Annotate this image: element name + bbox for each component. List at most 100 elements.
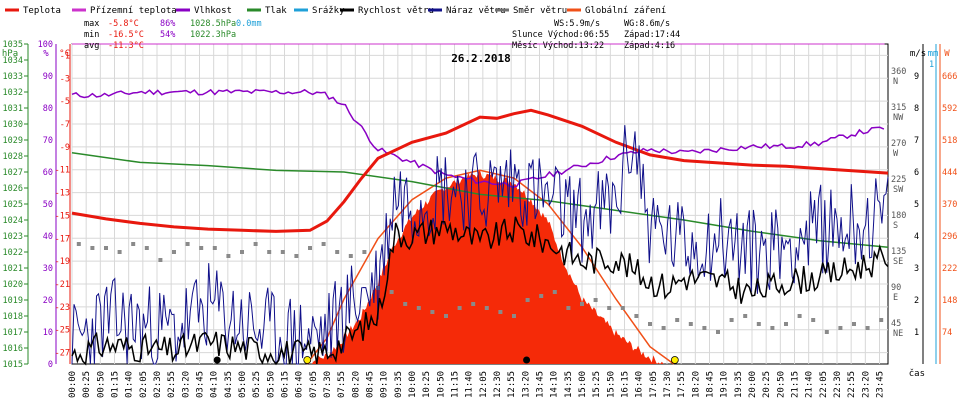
stats-max-humidity: 86% bbox=[160, 19, 175, 29]
wind-direction-point bbox=[784, 322, 788, 326]
wind-direction-point bbox=[852, 322, 856, 326]
pressure-tick-label: 1035 bbox=[3, 40, 23, 50]
x-tick-label: 17:30 bbox=[663, 371, 673, 398]
wind-direction-point bbox=[457, 306, 462, 310]
wind-direction-point bbox=[498, 310, 503, 314]
x-tick-label: 05:00 bbox=[238, 371, 248, 398]
wind-direction-point bbox=[539, 294, 544, 298]
temperature-tick-label: -11 bbox=[55, 166, 70, 176]
temperature-tick-label: -25 bbox=[55, 326, 70, 336]
wind-direction-point bbox=[552, 290, 557, 294]
wind-direction-point bbox=[253, 242, 258, 246]
wind-direction-point bbox=[879, 318, 884, 322]
wind-direction-point bbox=[172, 250, 176, 254]
temperature-tick-label: -3 bbox=[60, 74, 70, 84]
x-tick-label: 12:55 bbox=[507, 371, 517, 398]
x-tick-label: 15:00 bbox=[578, 371, 588, 398]
pressure-tick-label: 1025 bbox=[3, 200, 23, 210]
x-tick-label: 13:20 bbox=[521, 371, 531, 398]
x-axis-unit: čas bbox=[909, 368, 925, 379]
wind-direction-point bbox=[824, 330, 829, 334]
pressure-tick-label: 1031 bbox=[3, 104, 23, 114]
pressure-tick-label: 1026 bbox=[3, 184, 23, 194]
x-tick-label: 01:40 bbox=[125, 371, 135, 398]
moonrise-marker bbox=[523, 356, 531, 364]
wind-direction-point bbox=[267, 250, 272, 254]
humidity-tick-label: 60 bbox=[43, 168, 53, 178]
x-tick-label: 10:25 bbox=[422, 371, 432, 398]
wind-direction-point bbox=[117, 250, 122, 254]
wind-direction-point bbox=[484, 306, 489, 310]
wind-direction-point bbox=[634, 314, 639, 318]
wind-direction-point bbox=[444, 314, 448, 318]
wind-direction-point bbox=[648, 322, 652, 326]
temperature-tick-label: -19 bbox=[55, 257, 70, 267]
direction-tick-label: 270 bbox=[891, 139, 906, 149]
wind-direction-point bbox=[593, 298, 598, 302]
x-tick-label: 14:10 bbox=[550, 371, 560, 398]
wind-direction-point bbox=[104, 246, 108, 250]
x-tick-label: 18:20 bbox=[691, 371, 701, 398]
x-tick-label: 20:50 bbox=[776, 371, 786, 398]
wind-direction-point bbox=[308, 246, 312, 250]
direction-letter-label: SW bbox=[893, 185, 904, 195]
radiation-tick-label: 296 bbox=[942, 232, 957, 242]
stats-sunrise: Slunce Východ:06:55 bbox=[512, 30, 609, 40]
wind-direction-point bbox=[580, 302, 584, 306]
x-tick-label: 10:50 bbox=[436, 371, 446, 398]
stats-max-temp: -5.8°C bbox=[108, 19, 139, 29]
pressure-tick-label: 1020 bbox=[3, 280, 23, 290]
x-tick-label: 14:35 bbox=[564, 371, 574, 398]
x-tick-label: 17:55 bbox=[677, 371, 687, 398]
x-tick-label: 22:05 bbox=[819, 371, 829, 398]
temperature-axis-unit: °C bbox=[59, 49, 70, 59]
legend-label: Globální záření bbox=[585, 6, 666, 16]
wind-direction-point bbox=[376, 286, 380, 290]
sunset-marker bbox=[670, 356, 679, 364]
stats-label: avg bbox=[84, 41, 99, 51]
legend-label: Vlhkost bbox=[194, 6, 232, 16]
direction-letter-label: W bbox=[893, 149, 899, 159]
speed-tick-label: 2 bbox=[914, 296, 919, 306]
direction-letter-label: NE bbox=[893, 329, 903, 339]
temperature-tick-label: -21 bbox=[55, 280, 70, 290]
direction-tick-label: 360 bbox=[891, 67, 906, 77]
speed-tick-label: 4 bbox=[914, 232, 919, 242]
speed-tick-label: 5 bbox=[914, 200, 919, 210]
x-tick-label: 03:45 bbox=[196, 371, 206, 398]
wind-direction-point bbox=[144, 246, 149, 250]
stats-avg-temp: -11.3°C bbox=[108, 41, 144, 51]
x-tick-label: 08:20 bbox=[351, 371, 361, 398]
stats-min-humidity: 54% bbox=[160, 30, 175, 40]
x-tick-label: 20:25 bbox=[762, 371, 772, 398]
stats-label: max bbox=[84, 19, 99, 29]
stats-wind-speed: WS:5.9m/s bbox=[554, 19, 600, 29]
temperature-tick-label: -5 bbox=[60, 97, 70, 107]
temperature-tick-label: -15 bbox=[55, 211, 70, 221]
humidity-line bbox=[71, 88, 885, 189]
wind-direction-point bbox=[661, 326, 666, 330]
stats-min-pressure: 1022.3hPa bbox=[190, 30, 236, 40]
wind-direction-point bbox=[729, 318, 734, 322]
x-tick-label: 00:25 bbox=[82, 371, 92, 398]
humidity-tick-label: 70 bbox=[43, 136, 53, 146]
x-tick-label: 03:20 bbox=[181, 371, 191, 398]
wind-direction-point bbox=[321, 242, 326, 246]
x-tick-label: 09:10 bbox=[380, 371, 390, 398]
legend-label: Tlak bbox=[265, 6, 287, 16]
temperature-tick-label: -1 bbox=[60, 51, 70, 61]
temperature-tick-label: -7 bbox=[60, 120, 70, 130]
x-tick-label: 04:10 bbox=[210, 371, 220, 398]
temperature-tick-label: -9 bbox=[60, 143, 70, 153]
legend-label: Směr větru bbox=[513, 6, 567, 16]
humidity-axis-unit: % bbox=[43, 49, 49, 59]
wind-direction-point bbox=[688, 322, 693, 326]
humidity-tick-label: 80 bbox=[43, 104, 53, 114]
wind-direction-point bbox=[335, 250, 340, 254]
direction-letter-label: SE bbox=[893, 257, 903, 267]
x-tick-label: 23:45 bbox=[876, 371, 886, 398]
x-tick-label: 06:15 bbox=[281, 371, 291, 398]
x-tick-label: 07:30 bbox=[323, 371, 333, 398]
x-tick-label: 02:05 bbox=[139, 371, 149, 398]
x-tick-label: 21:15 bbox=[791, 371, 801, 398]
